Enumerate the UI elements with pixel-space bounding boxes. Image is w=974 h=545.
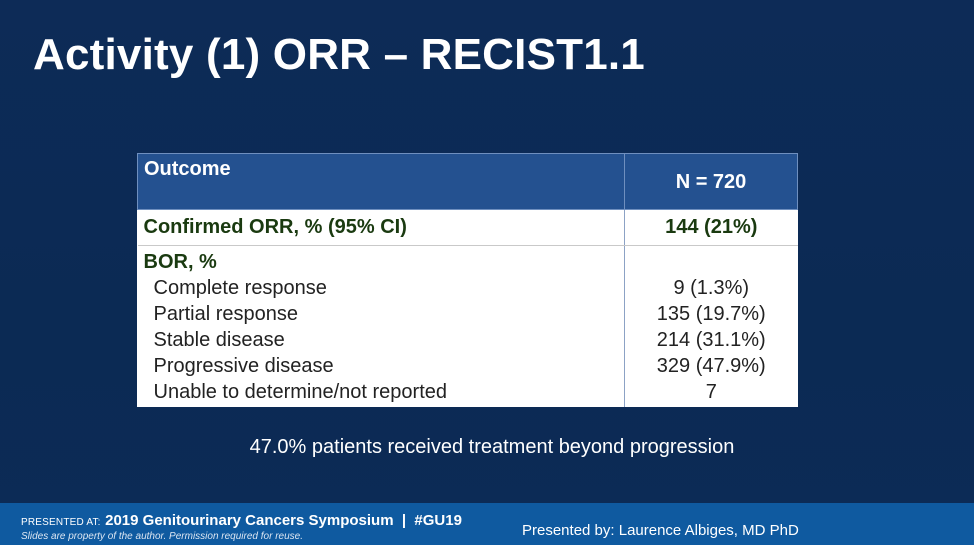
bor-item-value: 9 (1.3%) — [673, 277, 750, 299]
header-n: N = 720 — [624, 153, 798, 210]
slide-title: Activity (1) ORR – RECIST1.1 — [33, 30, 645, 79]
table-row-orr: Confirmed ORR, % (95% CI) 144 (21%) — [137, 209, 798, 246]
bor-item-label: Partial response — [153, 303, 299, 325]
bor-item-label: Progressive disease — [153, 355, 334, 377]
outcome-table: Outcome N = 720 Confirmed ORR, % (95% CI… — [137, 153, 798, 407]
presenter-name: Presented by: Laurence Albiges, MD PhD — [522, 522, 799, 539]
bor-item-label: Stable disease — [153, 329, 285, 351]
bor-item-value: 329 (47.9%) — [656, 355, 766, 377]
footer-bar: PRESENTED AT: 2019 Genitourinary Cancers… — [0, 503, 974, 545]
bor-values-cell: 9 (1.3%) 135 (19.7%) 214 (31.1%) 329 (47… — [625, 246, 798, 408]
bor-item-label: Unable to determine/not reported — [153, 381, 448, 403]
table-header-row: Outcome N = 720 — [137, 153, 798, 210]
orr-value: 144 (21%) — [624, 209, 798, 246]
bor-item-value: 135 (19.7%) — [656, 303, 766, 325]
bor-item-value: 214 (31.1%) — [656, 329, 766, 351]
table-row-bor: BOR, % Complete response Partial respons… — [137, 245, 798, 408]
bor-labels-cell: BOR, % Complete response Partial respons… — [137, 245, 625, 407]
presented-at: PRESENTED AT: 2019 Genitourinary Cancers… — [21, 512, 462, 530]
header-outcome: Outcome — [137, 153, 625, 210]
orr-label: Confirmed ORR, % (95% CI) — [137, 209, 625, 246]
progression-note: 47.0% patients received treatment beyond… — [249, 436, 735, 458]
presented-at-label: PRESENTED AT: — [21, 517, 101, 528]
event-name: 2019 Genitourinary Cancers Symposium | #… — [105, 512, 462, 529]
bor-item-label: Complete response — [153, 277, 327, 299]
bor-item-value: 7 — [705, 381, 717, 403]
rights-notice: Slides are property of the author. Permi… — [21, 531, 303, 542]
bor-label: BOR, % — [143, 251, 217, 273]
